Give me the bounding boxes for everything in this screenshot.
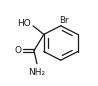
Text: HO: HO (17, 19, 31, 28)
Text: Br: Br (59, 16, 68, 25)
Text: NH₂: NH₂ (28, 68, 45, 77)
Text: O: O (14, 46, 21, 55)
